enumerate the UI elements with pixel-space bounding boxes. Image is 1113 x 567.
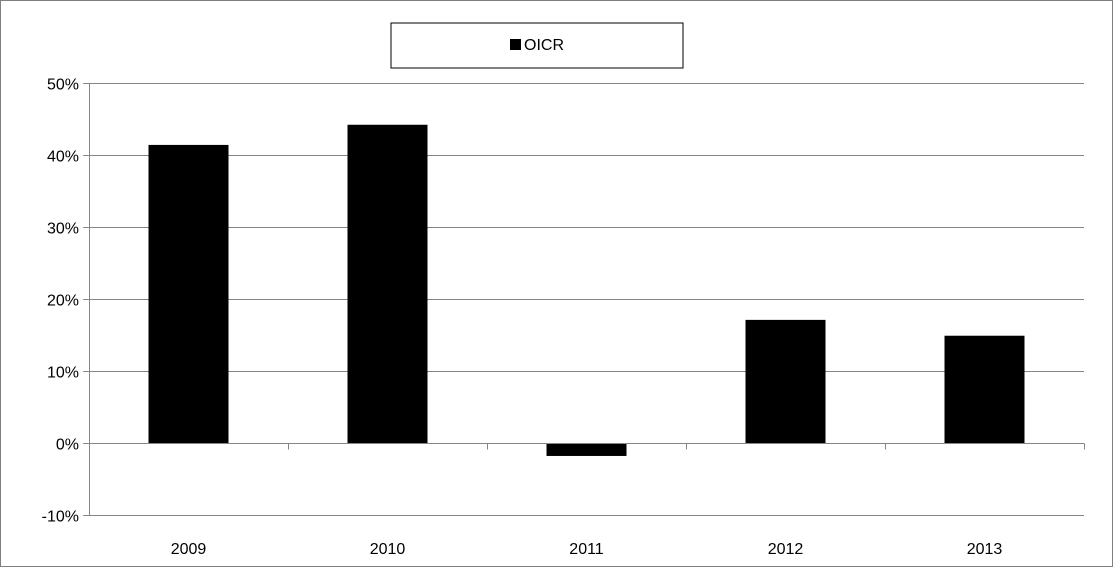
- legend-label: OICR: [524, 37, 564, 54]
- x-tick-label: 2013: [967, 541, 1003, 558]
- x-tick-label: 2012: [768, 541, 804, 558]
- bar-2012: [745, 319, 826, 443]
- gridlines: [89, 83, 1084, 516]
- y-tick-label: 30%: [47, 221, 79, 238]
- bar-2011: [546, 443, 627, 456]
- y-tick-label: 20%: [47, 293, 79, 310]
- x-tick-label: 2009: [171, 541, 207, 558]
- legend-box: [390, 22, 684, 69]
- bar-2013: [944, 335, 1025, 443]
- x-tick-label: 2011: [569, 541, 604, 558]
- y-tick-label: -10%: [42, 509, 79, 526]
- y-tick-label: 40%: [47, 149, 79, 166]
- x-axis-tick-labels: 2009 2010 2011 2012 2013: [171, 541, 1003, 558]
- y-axis-tick-labels: -10% 0% 10% 20% 30% 40% 50%: [42, 77, 79, 526]
- legend: OICR: [390, 22, 684, 69]
- bars: [148, 124, 1025, 456]
- bar-2009: [148, 144, 229, 444]
- bar-2010: [347, 124, 428, 443]
- y-tick-label: 50%: [47, 77, 79, 94]
- legend-swatch: [510, 39, 521, 50]
- y-tick-label: 0%: [56, 437, 79, 454]
- axes: [83, 83, 1085, 516]
- x-tick-label: 2010: [370, 541, 406, 558]
- y-tick-label: 10%: [47, 365, 79, 382]
